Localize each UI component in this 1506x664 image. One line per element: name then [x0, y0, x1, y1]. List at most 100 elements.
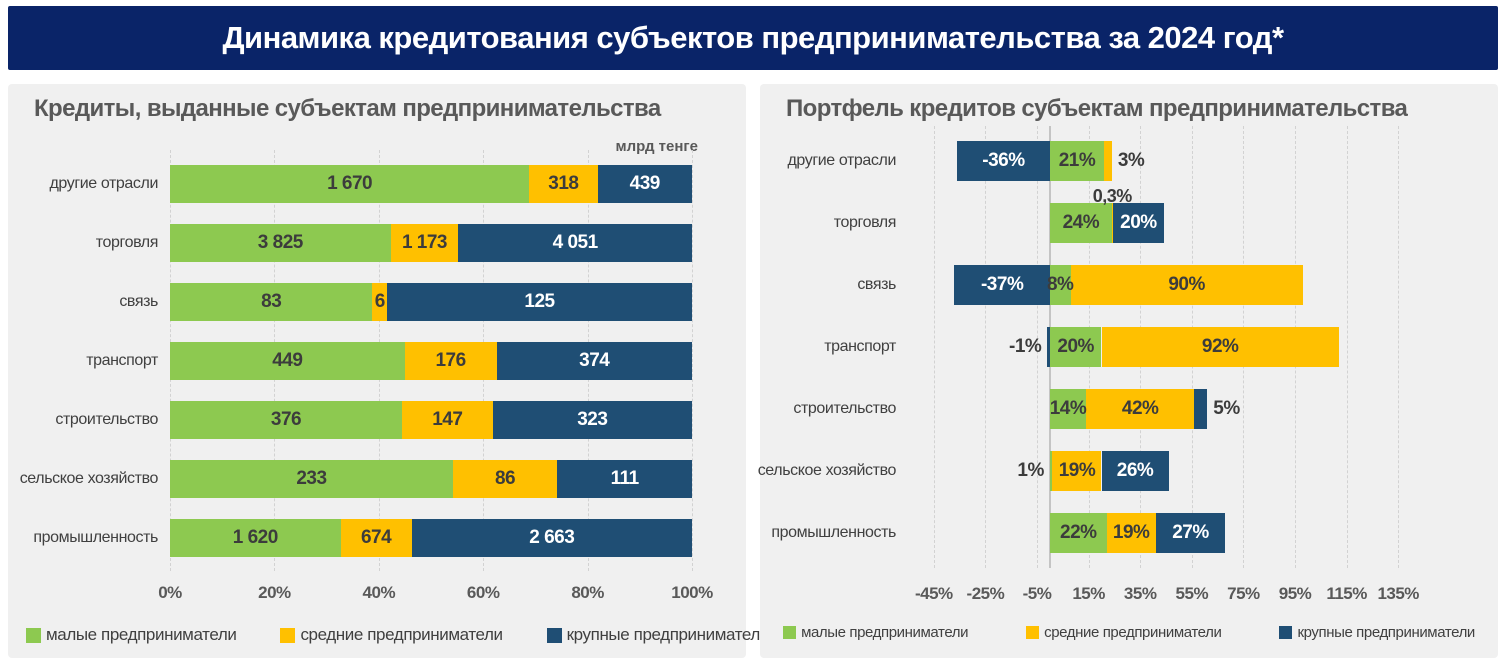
category-label: промышленность	[771, 524, 896, 541]
x-tick-label: 20%	[258, 583, 291, 602]
bar-area: 3 825 1 173 4 051	[170, 223, 692, 262]
category-label: связь	[857, 276, 896, 293]
left-chart-title: Кредиты, выданные субъектам предпринимат…	[34, 95, 661, 122]
gridline	[985, 126, 987, 568]
bar-area: 1 670 318 439	[170, 164, 692, 203]
chart-row: строительство 376 147 323	[8, 390, 746, 449]
bar-segment	[1049, 389, 1086, 429]
legend-item: крупные предприниматели	[546, 625, 769, 645]
category-label: транспорт	[824, 338, 896, 355]
legend-item: крупные предприниматели	[1279, 624, 1475, 641]
bar-segment	[390, 223, 459, 262]
plot-area: другие отрасли 21% 3% -36% торговля 24% 0,3% 20…	[758, 126, 1498, 568]
bar-area: 22% 19% 27%	[908, 513, 1424, 553]
x-tick-label: 115%	[1326, 584, 1367, 603]
gridline	[933, 126, 935, 568]
legend-label: малые предприниматели	[801, 624, 969, 641]
bar-segment	[597, 164, 692, 203]
bar-area: 233 86 111	[170, 459, 692, 498]
bar-segment	[1101, 327, 1339, 367]
segment-value-label: 1 173	[401, 231, 448, 253]
chart-row: сельское хозяйство 1% 19% 26%	[758, 440, 1498, 502]
segment-value-label: 14%	[1049, 398, 1087, 419]
category-label: строительство	[793, 400, 896, 417]
chart-row: другие отрасли 21% 3% -36%	[760, 130, 1498, 192]
bar-area: 376 147 323	[170, 400, 692, 439]
x-tick-label: 75%	[1227, 584, 1260, 603]
bar-segment	[170, 400, 402, 439]
bar-segment	[170, 282, 373, 321]
bar-segment	[1047, 327, 1050, 367]
segment-value-label: 6	[374, 290, 386, 312]
segment-value-label: 5%	[1213, 398, 1240, 419]
x-tick-label: 0%	[158, 583, 182, 602]
bar-area: 21% 3% -36%	[908, 141, 1424, 181]
segment-value-label: 1 670	[327, 172, 373, 194]
segment-value-label: 19%	[1058, 460, 1096, 481]
legend-swatch	[1026, 626, 1040, 639]
gridline	[1398, 126, 1400, 568]
x-tick-label: 80%	[571, 583, 604, 602]
bar-area: 24% 0,3% 20%	[908, 186, 1424, 243]
bar-segment	[1049, 265, 1071, 305]
bar-area: 8% 90% -37%	[908, 265, 1424, 305]
bar-segment	[1086, 389, 1195, 429]
chart-row: связь 8% 90% -37%	[760, 254, 1498, 316]
bar-segment	[170, 341, 405, 380]
bar-segment	[170, 223, 391, 262]
bar-segment	[387, 282, 692, 321]
bar-segment	[404, 341, 497, 380]
gridline	[1346, 126, 1348, 568]
bar-segment	[496, 341, 692, 380]
x-tick-label: 40%	[362, 583, 396, 602]
x-tick-label: 15%	[1072, 584, 1105, 603]
segment-value-label: 449	[272, 349, 303, 371]
bar-area: 1% 19% 26%	[908, 451, 1424, 491]
category-label: торговля	[833, 214, 897, 231]
segment-value-label: 1 620	[232, 526, 279, 548]
gridline	[692, 150, 693, 571]
legend-label: крупные предприниматели	[1297, 624, 1475, 641]
legend-label: средние предприниматели	[1044, 624, 1222, 641]
segment-value-label: 439	[629, 172, 661, 194]
right-chart: другие отрасли 21% 3% -36% торговля 24% 0,3% 20…	[758, 126, 1498, 658]
chart-row: промышленность 1 620 674 2 663	[8, 508, 746, 567]
bar-segment	[340, 518, 412, 557]
bar-segment	[1049, 141, 1105, 181]
left-panel: Кредиты, выданные субъектам предпринимат…	[8, 84, 769, 658]
legend-swatch	[546, 627, 562, 643]
segment-value-label: 233	[296, 467, 327, 489]
bar-segment	[452, 459, 558, 498]
bar-segment	[1052, 451, 1102, 491]
segment-value-label: 376	[270, 408, 302, 430]
segment-value-label: 318	[548, 172, 579, 194]
bar-area: 14% 42% 5%	[908, 389, 1424, 429]
chart-row: торговля 3 825 1 173 4 051	[8, 213, 746, 272]
category-label: строительство	[55, 410, 158, 428]
bar-segment	[402, 400, 493, 439]
bar-segment	[1194, 389, 1208, 429]
segment-value-label: 147	[432, 408, 463, 430]
chart-row: транспорт 449 176 374	[8, 331, 746, 390]
category-label: другие отрасли	[49, 174, 158, 192]
legend-item: средние предприниматели	[280, 625, 503, 645]
segment-value-label: 19%	[1112, 522, 1150, 543]
left-chart-unit-label: млрд тенге	[615, 138, 698, 155]
segment-value-label: 92%	[1201, 336, 1239, 357]
segment-value-label: 20%	[1120, 212, 1157, 233]
bar-segment	[1111, 203, 1113, 243]
segment-value-label: 125	[524, 290, 555, 312]
bar-segment	[170, 518, 341, 557]
bar-segment	[957, 141, 1050, 181]
plot-area: другие отрасли 1 670 318 439 торговля 3 825 1 …	[8, 150, 746, 571]
bar-segment	[1049, 203, 1112, 243]
x-tick-label: 55%	[1175, 584, 1209, 603]
category-label: торговля	[95, 233, 159, 251]
legend-swatch	[1279, 626, 1293, 639]
right-panel: Портфель кредитов субъектам предпринимат…	[758, 84, 1498, 658]
bar-segment	[1101, 451, 1169, 491]
category-label: транспорт	[86, 351, 158, 369]
legend-label: малые предприниматели	[46, 625, 237, 644]
segment-value-label: -37%	[980, 274, 1024, 295]
x-axis: 0% 20% 40% 60% 80% 100%	[158, 583, 713, 609]
